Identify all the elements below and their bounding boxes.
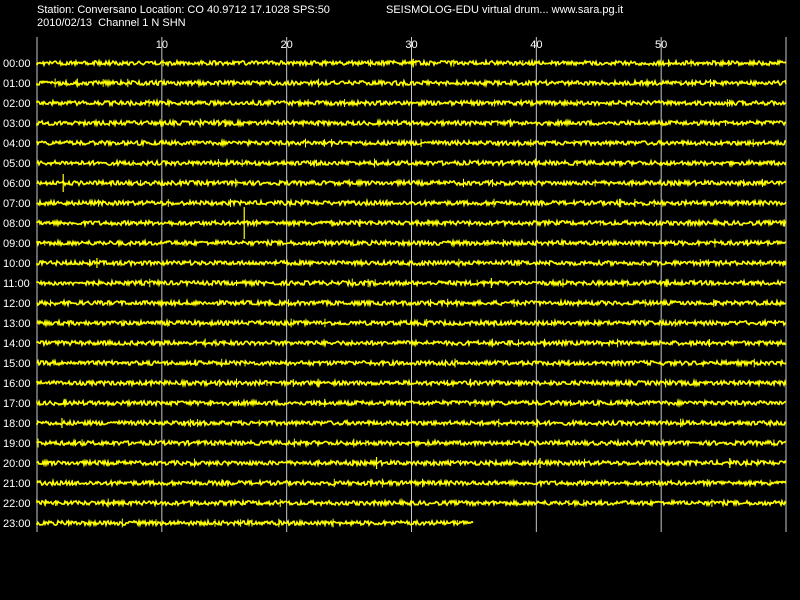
hour-label: 05:00 <box>3 158 31 170</box>
trace-hour-10 <box>36 258 787 268</box>
trace-hour-20 <box>36 458 787 468</box>
hour-label: 00:00 <box>3 58 31 70</box>
hour-label: 06:00 <box>3 178 31 190</box>
hour-label: 11:00 <box>3 278 30 290</box>
trace-hour-11 <box>36 278 787 289</box>
trace-hour-05 <box>36 157 787 169</box>
date-channel-info: 2010/02/13 Channel 1 N SHN <box>37 17 186 29</box>
trace-hour-07 <box>36 197 787 208</box>
trace-hour-19 <box>36 438 787 449</box>
trace-hour-17 <box>36 397 787 409</box>
trace-hour-06 <box>36 178 787 188</box>
trace-hour-22 <box>36 497 787 508</box>
labels: 10 20 30 40 50 00:00 01:00 02:00 03:00 04:00 05:00… <box>3 39 667 530</box>
minute-tick-label: 40 <box>530 39 542 51</box>
trace-hour-12 <box>36 297 787 309</box>
hour-label: 17:00 <box>3 398 31 410</box>
trace-hour-01 <box>36 77 787 89</box>
trace-hour-14 <box>36 338 787 349</box>
hour-label: 07:00 <box>3 198 31 210</box>
hour-label: 13:00 <box>3 318 31 330</box>
trace-hour-23 <box>36 517 474 528</box>
trace-hour-02 <box>36 97 787 108</box>
minute-tick-label: 20 <box>281 39 293 51</box>
trace-hour-18 <box>36 417 787 428</box>
minute-tick-label: 50 <box>655 39 667 51</box>
trace-hour-15 <box>36 358 787 368</box>
hour-label: 19:00 <box>3 438 31 450</box>
hour-label: 01:00 <box>3 78 31 90</box>
trace-hour-16 <box>36 377 787 389</box>
trace-hour-21 <box>36 477 787 489</box>
station-info: Station: Conversano Location: CO 40.9712… <box>37 4 330 16</box>
trace-hour-09 <box>36 237 787 248</box>
trace-hour-04 <box>36 137 787 149</box>
site-info: SEISMOLOG-EDU virtual drum... www.sara.p… <box>386 4 624 16</box>
hour-label: 18:00 <box>3 418 31 430</box>
hour-label: 20:00 <box>3 458 31 470</box>
hour-label: 09:00 <box>3 238 31 250</box>
hour-label: 04:00 <box>3 138 31 150</box>
hour-label: 21:00 <box>3 478 31 490</box>
hour-label: 08:00 <box>3 218 31 230</box>
hour-label: 23:00 <box>3 518 31 530</box>
hour-label: 22:00 <box>3 498 31 510</box>
trace-hour-00 <box>36 58 787 68</box>
hour-label: 10:00 <box>3 258 31 270</box>
trace-hour-13 <box>36 317 787 329</box>
trace-hour-08 <box>36 217 787 229</box>
minute-tick-label: 30 <box>405 39 417 51</box>
hour-label: 03:00 <box>3 118 31 130</box>
hour-label: 14:00 <box>3 338 31 350</box>
hour-label: 15:00 <box>3 358 31 370</box>
hour-label: 16:00 <box>3 378 31 390</box>
traces <box>36 58 787 528</box>
trace-hour-03 <box>36 117 787 129</box>
hour-label: 02:00 <box>3 98 31 110</box>
minute-tick-label: 10 <box>156 39 168 51</box>
hour-label: 12:00 <box>3 298 31 310</box>
